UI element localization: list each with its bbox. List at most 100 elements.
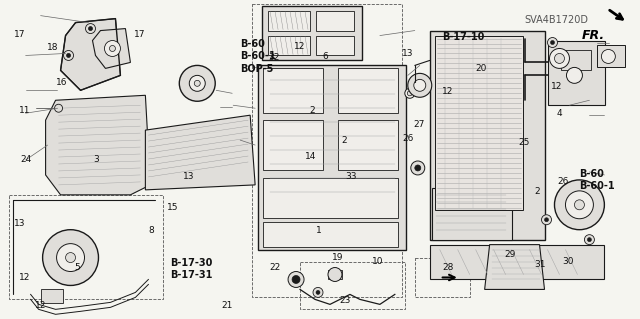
- Bar: [258, 65, 406, 249]
- Text: 13: 13: [183, 173, 195, 182]
- Text: SVA4B1720D: SVA4B1720D: [524, 15, 588, 25]
- Circle shape: [554, 180, 604, 230]
- Bar: [547, 41, 605, 105]
- Circle shape: [316, 290, 320, 294]
- Text: 12: 12: [35, 301, 46, 310]
- Text: 22: 22: [269, 263, 281, 272]
- Text: 30: 30: [562, 257, 573, 266]
- Bar: [252, 4, 402, 297]
- Bar: [430, 245, 604, 279]
- Text: 3: 3: [93, 155, 99, 164]
- Text: 12: 12: [19, 272, 31, 281]
- Circle shape: [189, 75, 205, 91]
- Circle shape: [575, 200, 584, 210]
- Text: 12: 12: [442, 87, 453, 96]
- Text: 17: 17: [134, 30, 146, 39]
- Text: 2: 2: [534, 187, 540, 196]
- Polygon shape: [145, 115, 255, 190]
- Text: 4: 4: [557, 109, 563, 118]
- Bar: [268, 11, 310, 31]
- Bar: [561, 50, 591, 70]
- Text: 12: 12: [294, 42, 305, 51]
- Bar: [338, 120, 398, 170]
- Text: B-60
B-60-1
BOP-5: B-60 B-60-1 BOP-5: [240, 39, 276, 74]
- Text: 14: 14: [305, 152, 316, 161]
- Circle shape: [566, 191, 593, 219]
- Text: 25: 25: [518, 137, 530, 146]
- Polygon shape: [484, 245, 545, 289]
- Text: 13: 13: [403, 48, 414, 58]
- Text: 20: 20: [476, 64, 486, 73]
- Circle shape: [313, 287, 323, 297]
- Text: 31: 31: [534, 260, 546, 269]
- Text: 12: 12: [550, 82, 562, 91]
- Circle shape: [414, 79, 426, 91]
- Circle shape: [288, 271, 304, 287]
- Circle shape: [550, 41, 554, 45]
- Text: 2: 2: [342, 136, 347, 145]
- Circle shape: [566, 67, 582, 83]
- Bar: [300, 262, 405, 309]
- Circle shape: [584, 235, 595, 245]
- Text: 29: 29: [504, 250, 516, 259]
- Circle shape: [88, 26, 93, 31]
- Bar: [263, 120, 323, 170]
- Circle shape: [109, 46, 115, 51]
- Circle shape: [541, 215, 552, 225]
- Circle shape: [179, 65, 215, 101]
- Circle shape: [547, 38, 557, 48]
- Text: 32: 32: [268, 53, 280, 62]
- Text: 15: 15: [168, 203, 179, 211]
- Text: 23: 23: [340, 296, 351, 305]
- Bar: [263, 68, 323, 113]
- Text: 5: 5: [74, 263, 80, 272]
- Text: 18: 18: [47, 43, 59, 52]
- Text: 27: 27: [413, 120, 425, 129]
- Text: 19: 19: [332, 254, 344, 263]
- Bar: [435, 35, 522, 210]
- Circle shape: [65, 253, 76, 263]
- Text: 10: 10: [372, 257, 383, 266]
- Text: 8: 8: [148, 226, 154, 235]
- Circle shape: [292, 276, 300, 284]
- Bar: [268, 35, 310, 56]
- Bar: [9, 195, 163, 300]
- Text: 28: 28: [442, 263, 453, 272]
- Circle shape: [550, 48, 570, 68]
- Text: 11: 11: [19, 106, 31, 115]
- Circle shape: [554, 54, 564, 63]
- Bar: [316, 11, 354, 31]
- Text: 13: 13: [14, 219, 26, 227]
- Text: B-17-30
B-17-31: B-17-30 B-17-31: [170, 258, 212, 280]
- Text: B-17-10: B-17-10: [443, 32, 485, 42]
- Bar: [432, 188, 511, 240]
- Circle shape: [328, 268, 342, 281]
- Bar: [316, 35, 354, 56]
- Circle shape: [545, 218, 548, 222]
- Bar: [328, 270, 342, 279]
- Bar: [262, 6, 362, 60]
- Text: 26: 26: [557, 177, 568, 186]
- Circle shape: [54, 104, 63, 112]
- Text: 24: 24: [20, 155, 32, 164]
- Text: 26: 26: [403, 134, 414, 143]
- Text: 21: 21: [221, 301, 233, 310]
- Circle shape: [407, 91, 412, 96]
- Polygon shape: [45, 95, 150, 195]
- Text: 33: 33: [345, 173, 356, 182]
- Bar: [338, 68, 398, 113]
- Polygon shape: [61, 19, 120, 90]
- Text: 1: 1: [316, 226, 321, 235]
- Bar: [263, 178, 398, 218]
- Bar: [415, 257, 470, 297]
- Text: B-60
B-60-1: B-60 B-60-1: [579, 169, 614, 191]
- Circle shape: [415, 165, 420, 171]
- Bar: [263, 222, 398, 247]
- Circle shape: [104, 41, 120, 56]
- Bar: [597, 46, 625, 67]
- Circle shape: [195, 80, 200, 86]
- Circle shape: [67, 54, 70, 57]
- Text: 6: 6: [322, 52, 328, 61]
- Circle shape: [602, 49, 615, 63]
- Bar: [430, 31, 545, 240]
